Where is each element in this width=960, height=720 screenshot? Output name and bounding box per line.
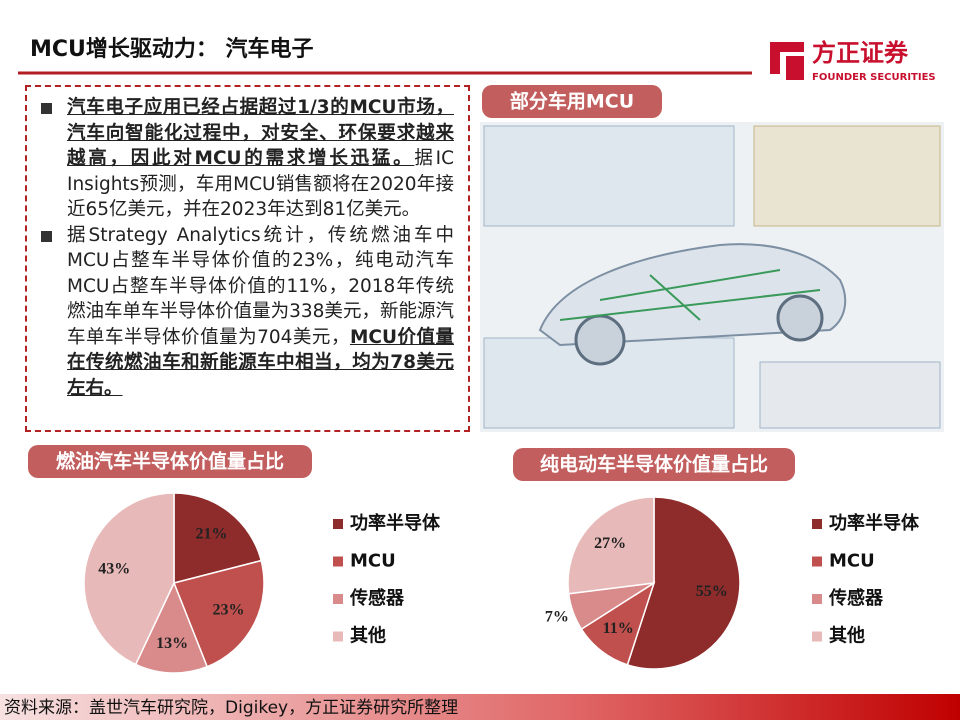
car-network <box>559 269 821 321</box>
logo-icon <box>770 42 804 80</box>
can-panel <box>483 125 735 227</box>
logo-en: FOUNDER SECURITIES <box>812 72 936 83</box>
car-wheel <box>574 314 626 366</box>
legend-swatch <box>333 519 343 529</box>
lin-panel <box>753 125 941 227</box>
legend-swatch <box>812 556 822 567</box>
legend-label: 功率半导体 <box>350 512 441 534</box>
image-title-box <box>482 85 662 118</box>
chart-title: 纯电动车半导体价值量占比 <box>540 453 768 476</box>
bold-text: 汽车电子应用已经占据超过1/3的MCU市场，汽车向智能化过程中，对安全、环保要求… <box>67 97 454 169</box>
chart-title: 燃油汽车半导体价值量占比 <box>56 450 284 473</box>
legend-label: 传感器 <box>349 587 405 609</box>
car-image <box>480 122 944 432</box>
data-label: 21% <box>196 525 228 542</box>
pie-slice <box>567 496 655 595</box>
data-label: 7% <box>545 609 569 626</box>
text-box: 汽车电子应用已经占据超过1/3的MCU市场，汽车向智能化过程中，对安全、环保要求… <box>25 85 470 432</box>
legend-swatch <box>812 631 822 642</box>
legend-label: 功率半导体 <box>829 512 920 534</box>
legend-label: 其他 <box>350 625 386 647</box>
bullet: 汽车电子应用已经占据超过1/3的MCU市场，汽车向智能化过程中，对安全、环保要求… <box>39 95 454 223</box>
legend-swatch <box>333 631 343 642</box>
data-label: 55% <box>696 583 728 600</box>
flexray-panel <box>759 361 941 429</box>
image-title: 部分车用MCU <box>510 90 634 113</box>
pie-slice <box>83 492 175 666</box>
legend-swatch <box>333 594 343 604</box>
pie-slice <box>134 581 209 674</box>
data-label: 13% <box>156 635 188 652</box>
footer-source: 资料来源：盖世汽车研究院，Digikey，方正证券研究所整理 <box>4 698 458 718</box>
data-label: 23% <box>213 601 245 618</box>
legend-label: 传感器 <box>828 587 884 609</box>
legend-label: MCU <box>350 551 396 572</box>
bold-text: MCU价值量在传统燃油车和新能源车中相当，均为78美元左右。 <box>67 326 455 399</box>
pie-slice <box>626 496 741 670</box>
pie-slice <box>173 492 263 584</box>
text: 据Strategy Analytics统计，传统燃油车中MCU占整车半导体价值的… <box>67 224 454 348</box>
data-label: 43% <box>98 560 130 577</box>
legend-swatch <box>333 556 343 567</box>
car-wheel <box>776 294 824 342</box>
legend-swatch <box>812 519 822 529</box>
footer-bar <box>0 694 960 720</box>
car-body <box>538 243 847 347</box>
slide-title: MCU增长驱动力： 汽车电子 <box>30 36 314 62</box>
pie-slice <box>172 559 265 668</box>
data-label: 11% <box>603 620 634 637</box>
chart-title-box <box>513 448 795 481</box>
text: 据IC Insights预测，车用MCU销售额将在2020年接近65亿美元，并在… <box>67 148 455 220</box>
logo: 方正证券 FOUNDER SECURITIES <box>770 39 936 83</box>
logo-name: 方正证券 <box>812 39 909 67</box>
legend-label: MCU <box>829 551 875 572</box>
legend-label: 其他 <box>829 625 865 647</box>
data-label: 27% <box>594 535 626 552</box>
chart-title-box <box>28 445 312 478</box>
bullet: 据Strategy Analytics统计，传统燃油车中MCU占整车半导体价值的… <box>39 223 454 402</box>
legend-swatch <box>812 594 822 604</box>
